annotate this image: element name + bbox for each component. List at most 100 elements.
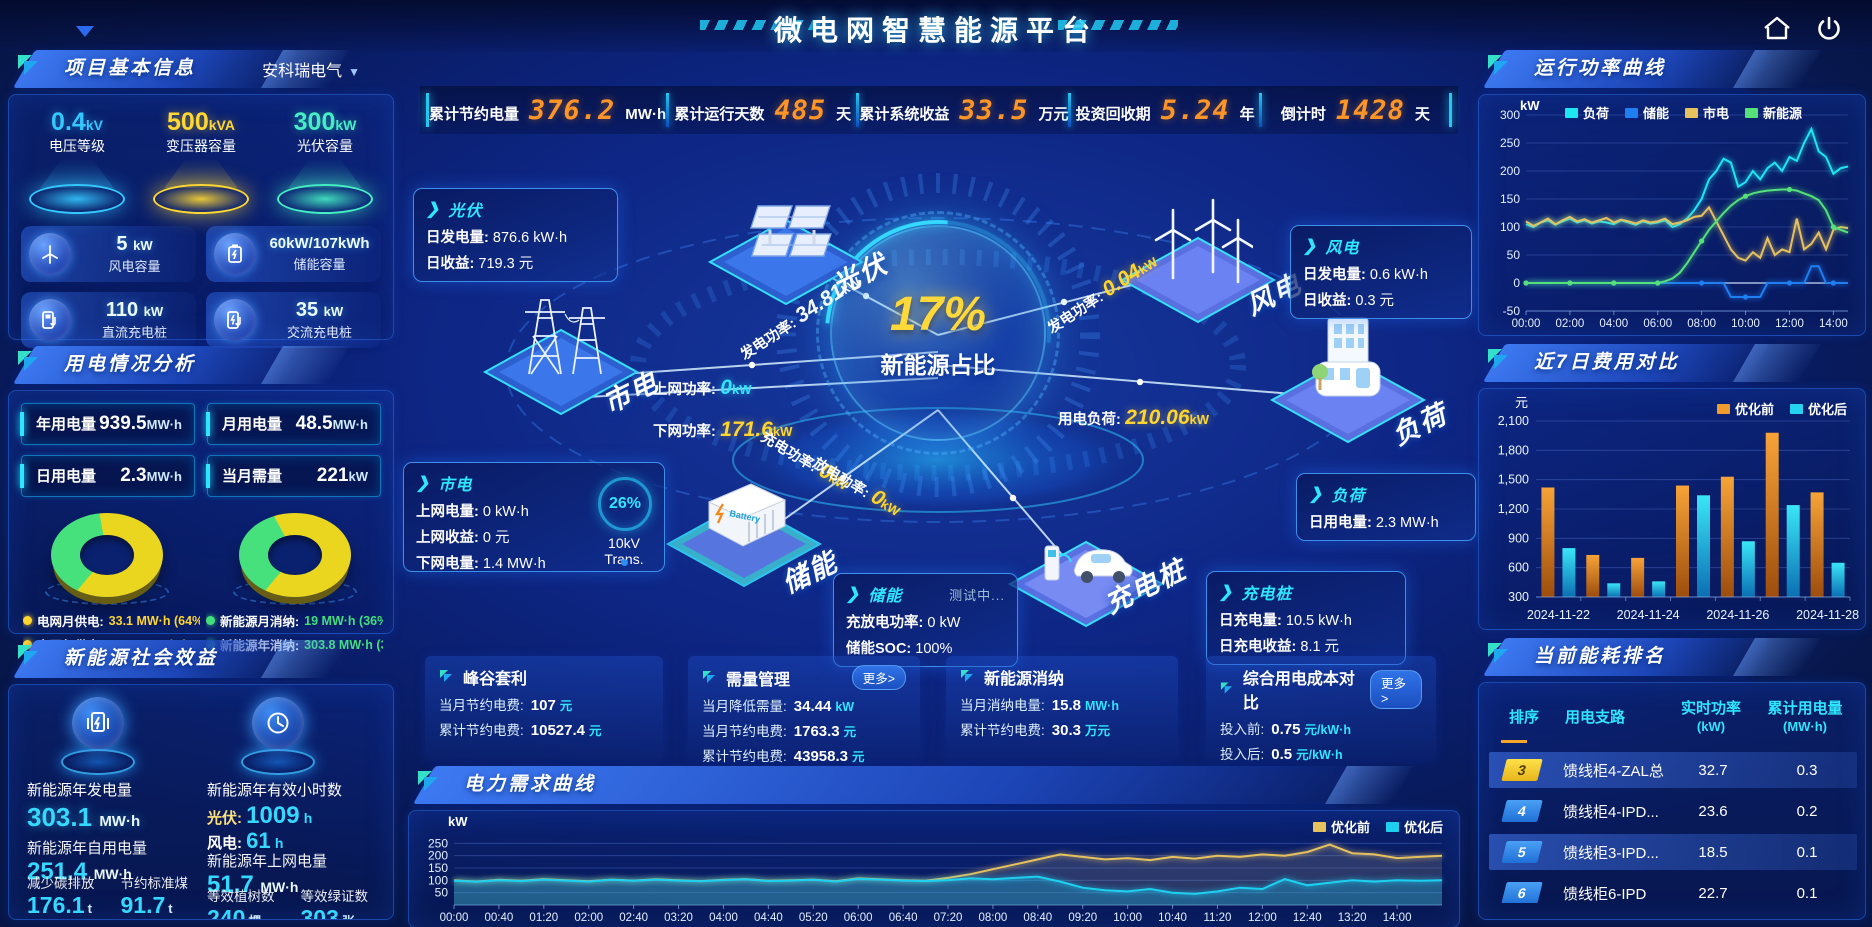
svg-text:200: 200 [1500,164,1520,178]
stat-label: 新能源年上网电量 [207,853,328,870]
grid-node[interactable]: 市电 [475,260,664,419]
svg-text:08:40: 08:40 [1023,912,1052,924]
ranking-row[interactable]: 5 馈线柜3-IPD... 18.5 0.1 [1489,834,1857,870]
run-power-line-chart[interactable]: kW -50 0 50 100 150 200 250 300 00:00 02:00 04:00 06… [1484,99,1860,333]
svg-text:100: 100 [428,873,448,887]
usage-stat-box: 日用电量 2.3MW·h [20,455,195,497]
benefit-hours-col: 新能源年有效小时数 光伏: 1009 h 风电: 61 h 新能源年上网电量 5… [207,697,375,920]
svg-text:10:40: 10:40 [1158,912,1187,924]
ranking-header: 排序 用电支路 实时功率 (kW) 累计用电量 (MW·h) [1479,683,1865,745]
kpi-item: 倒计时 1428 天 [1280,94,1430,126]
pv-node[interactable]: 光伏 [700,150,893,308]
benefit-generation-col: 新能源年发电量 303.1 MW·h 新能源年自用电量 251.4 MW·h 减… [27,697,195,919]
legend-item: 新能源 [1745,103,1802,122]
stat-row: 投入前: 0.75 元/kW·h [1220,721,1351,738]
svg-text:200: 200 [428,849,448,863]
dc-charger-icon [29,299,71,342]
rank-badge: 6 [1501,882,1543,903]
renewable-share-bubble: 17% 新能源占比 [816,211,1060,455]
svg-text:04:00: 04:00 [709,912,738,924]
capacity-pods: 0.4kV 电压等级 500kVA 变压器容量 300kW 光伏容量 [9,95,393,216]
stat-row: 累计节约电费: 43958.3 元 [702,748,865,765]
donut-charts [9,501,393,605]
ranking-row[interactable]: 3 馈线柜4-ZAL总 32.7 0.3 [1489,752,1857,788]
company-select[interactable]: 安科瑞电气 ▼ [262,63,360,80]
svg-text:02:40: 02:40 [619,912,648,924]
svg-text:600: 600 [1508,561,1529,575]
svg-text:04:00: 04:00 [1599,318,1628,330]
legend-item: 新能源月消纳:19 MW·h (36%) [206,611,383,630]
storage-node[interactable]: Battery 储能 [658,432,843,599]
divider [856,93,860,127]
divider [1258,93,1262,127]
stat-row: 当月节约电费: 1763.3 元 [702,723,857,740]
battery-bolt-icon [87,712,109,732]
stat-label: 新能源年有效小时数 [207,782,343,799]
chevron-down-icon: ▼ [348,65,360,79]
rank-badge: 5 [1501,841,1543,863]
panel-corner-icon [1488,55,1508,75]
legend-item: 储能 [1625,103,1669,122]
svg-text:2024-11-26: 2024-11-26 [1706,608,1769,622]
column-header: 排序 [1508,708,1539,726]
capacity-chip: 110 kW 直流充电桩 [21,292,196,349]
more-button[interactable]: 更多> [1369,669,1422,709]
panel-corner-icon [1488,349,1508,369]
svg-text:300: 300 [1508,590,1529,604]
bar-end-tick [426,93,429,127]
svg-text:12:00: 12:00 [1775,318,1804,330]
capacity-chips: 5 kW 风电容量 60kW/107kWh 储能容量 110 kW 直流充电桩 … [9,216,393,360]
svg-text:07:20: 07:20 [934,912,963,924]
stat-row: 当月消纳电量: 15.8 MW·h [960,697,1119,714]
storage-info-card: ❯ 储能 测试中... 充放电功率: 0 kW 储能SOC: 100% [833,573,1018,667]
benefit-extra: 等效绿证数303张 [300,889,369,920]
svg-text:08:00: 08:00 [979,912,1008,924]
panel-corner-icon [1488,643,1508,663]
svg-text:02:00: 02:00 [574,912,603,924]
grid-info-card: ❯ 市电 上网电量: 0 kW·h 上网收益: 0 元下网电量: 1.4 MW·h … [403,462,665,572]
svg-text:1,200: 1,200 [1498,502,1529,516]
ev-charger-icon [1044,545,1133,583]
power-icon[interactable] [1814,15,1844,43]
benefit-extra: 等效植树数240棵 [207,889,275,920]
status-badge: 测试中... [949,587,1005,603]
load-node[interactable]: 负荷 [1262,288,1453,451]
svg-text:2,100: 2,100 [1498,414,1529,428]
arrow-icon: ❯ [426,201,441,218]
divider [1068,93,1072,127]
svg-text:2024-11-24: 2024-11-24 [1617,608,1680,622]
ranking-row[interactable]: 6 馈线柜6-IPD 22.7 0.1 [1489,875,1857,903]
panel-title: 电力需求曲线 [464,774,597,795]
charger-node[interactable]: 充电桩 [1000,472,1191,630]
legend-item: 优化前 [1312,817,1370,836]
transformer-ring: 26% [598,477,652,531]
cost-bar-chart[interactable]: 元 300 600 900 1,200 1,500 1,800 2,100 2024-11-22… [1484,393,1860,627]
svg-text:2024-11-22: 2024-11-22 [1527,608,1590,622]
panel-corner-icon [418,771,438,791]
legend-item: 优化后 [1385,817,1443,836]
kpi-item: 累计运行天数 485 天 [674,94,852,126]
load-power-flow: 用电负荷: 210.06kW [1058,406,1210,429]
more-button[interactable]: 更多> [851,665,906,690]
panel-title: 新能源社会效益 [64,648,219,669]
panel-title: 项目基本信息 [64,58,197,79]
arrow-icon: ❯ [1219,584,1234,601]
svg-text:06:00: 06:00 [1643,318,1672,330]
panel-title: 近7日费用对比 [1534,352,1680,373]
clock-icon [267,712,289,734]
svg-text:kW: kW [1520,99,1540,113]
stat-row: 当月节约电费: 107 元 [439,697,573,714]
solar-panel-icon [749,205,832,257]
home-icon[interactable] [1762,15,1792,41]
svg-text:kW: kW [448,815,468,829]
wind-node[interactable]: 风电 [1112,168,1307,326]
svg-text:06:40: 06:40 [889,912,918,924]
column-header: 实时功率 (kW) [1680,700,1741,734]
ranking-row[interactable]: 4 馈线柜4-IPD... 23.6 0.2 [1489,793,1857,829]
benefit-extra: 减少碳排放 176.1 t [27,876,95,918]
transformer-dot [621,559,628,566]
stat-value: 251.4 MW·h [27,858,132,885]
svg-text:02:00: 02:00 [1556,318,1585,330]
